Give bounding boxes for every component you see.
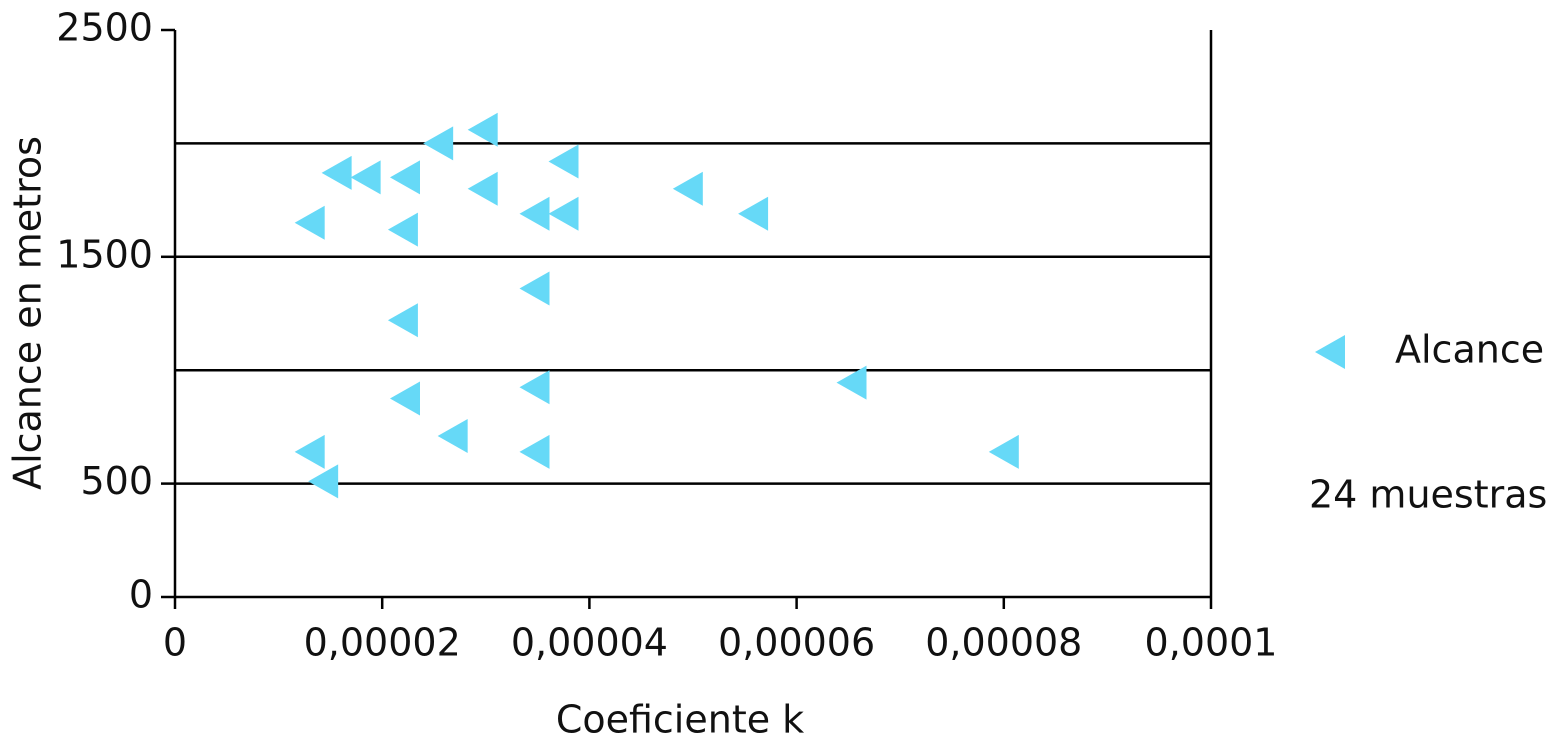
point [294, 434, 325, 469]
annotation: 24 muestras [1309, 473, 1547, 517]
point [548, 196, 579, 231]
point [836, 365, 867, 400]
y-tick-label: 2500 [56, 6, 153, 50]
y-axis-title: Alcance en metros [6, 136, 50, 490]
x-axis-title: Coeficiente k [556, 698, 804, 742]
point [467, 112, 498, 147]
point [350, 160, 381, 195]
point [988, 434, 1019, 469]
point [423, 126, 454, 161]
point [294, 205, 325, 240]
point [389, 160, 420, 195]
point [548, 144, 579, 179]
point [519, 370, 550, 405]
point [519, 196, 550, 231]
point [738, 196, 769, 231]
legend-label: Alcance [1395, 328, 1544, 372]
point [321, 155, 352, 190]
point [437, 418, 468, 453]
point [308, 464, 339, 499]
y-tick-label: 0 [129, 573, 153, 617]
point [467, 171, 498, 206]
x-tick-label: 0,00004 [511, 621, 668, 665]
y-tick-label: 500 [80, 459, 153, 503]
x-tick-label: 0 [163, 621, 187, 665]
x-tick-label: 0,00006 [718, 621, 875, 665]
point [387, 212, 418, 247]
point [519, 434, 550, 469]
point [519, 271, 550, 306]
x-tick-label: 0,0001 [1145, 621, 1278, 665]
point [389, 381, 420, 416]
x-tick-label: 0,00008 [925, 621, 1082, 665]
x-tick-label: 0,00002 [304, 621, 461, 665]
y-tick-label: 1500 [56, 232, 153, 276]
point [387, 303, 418, 338]
legend-marker [1315, 335, 1345, 369]
point [672, 171, 703, 206]
